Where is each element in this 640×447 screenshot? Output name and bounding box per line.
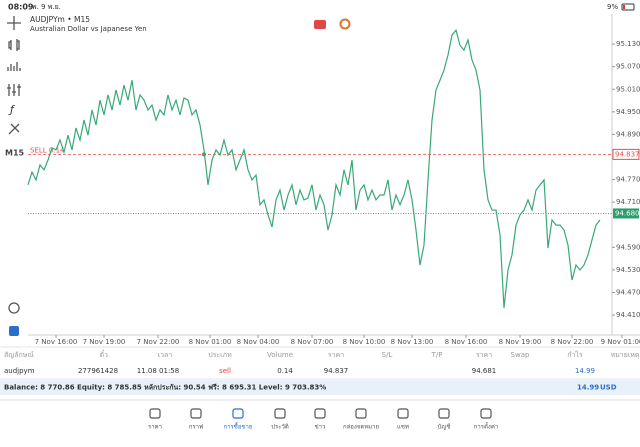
summary-text: Balance: 8 770.86 Equity: 8 785.85 หลักป… — [4, 384, 326, 392]
nav-icon[interactable] — [274, 408, 286, 419]
nav-label[interactable]: ประวัติ — [271, 424, 289, 431]
column-header: สัญลักษณ์ — [4, 351, 34, 359]
function-icon[interactable]: ƒ — [8, 103, 16, 116]
status-battery: 9% — [607, 3, 618, 11]
candles-tool[interactable] — [8, 39, 20, 51]
column-header: เวลา — [158, 351, 173, 359]
left-toolbar: ƒ M15 — [5, 16, 25, 336]
zoom-tool[interactable] — [8, 302, 20, 314]
nav-icon[interactable] — [314, 408, 326, 419]
bid-price: 94.680 — [615, 209, 640, 217]
summary-currency: USD — [600, 384, 617, 392]
x-tick-label: 7 Nov 16:00 — [35, 338, 78, 346]
nav-label[interactable]: ราคา — [148, 424, 162, 431]
nav-label[interactable]: แชท — [397, 424, 409, 431]
x-tick-label: 8 Nov 22:00 — [551, 338, 594, 346]
cell-ticket: 277961428 — [78, 367, 118, 375]
nav-label[interactable]: บัญชี — [438, 423, 451, 431]
nav-label[interactable]: กราฟ — [189, 424, 203, 431]
bars-tool[interactable] — [7, 62, 21, 71]
nav-icon[interactable] — [149, 408, 161, 419]
bid-price-box — [613, 208, 639, 219]
cell-price: 94.837 — [324, 367, 349, 375]
y-tick-label: 95.070 — [616, 63, 640, 71]
order-price: 94.837 — [615, 150, 640, 158]
indicator-icon[interactable] — [339, 18, 351, 30]
column-header: ราคา — [476, 351, 492, 359]
column-header: Swap — [511, 351, 530, 359]
nav-label[interactable]: กล่องจดหมาย — [343, 424, 379, 431]
column-header: ราคา — [328, 351, 344, 359]
price-line — [27, 28, 601, 308]
cell-profit: 14.99 — [575, 367, 595, 375]
x-tick-label: 8 Nov 10:00 — [343, 338, 386, 346]
x-tick-label: 7 Nov 19:00 — [83, 338, 126, 346]
x-tick-label: 7 Nov 22:00 — [137, 338, 180, 346]
column-header: S/L — [382, 351, 393, 359]
cell-type: sell — [219, 367, 231, 375]
nav-icon[interactable] — [480, 408, 492, 419]
y-tick-label: 94.530 — [616, 266, 640, 274]
chart-subtitle: Australian Dollar vs Japanese Yen — [30, 25, 147, 33]
objects-tool[interactable] — [8, 123, 20, 135]
battery-level — [623, 5, 625, 9]
y-tick-label: 94.710 — [616, 198, 640, 206]
nav-icon[interactable] — [397, 408, 409, 419]
order-price-box — [612, 148, 640, 160]
crosshair-tool[interactable] — [7, 16, 21, 30]
x-tick-label: 8 Nov 16:00 — [445, 338, 488, 346]
x-tick-label: 8 Nov 13:00 — [391, 338, 434, 346]
y-tick-label: 95.130 — [616, 40, 640, 48]
column-header: T/P — [431, 351, 443, 359]
battery-icon — [621, 3, 635, 11]
x-tick-label: 8 Nov 04:00 — [237, 338, 280, 346]
nav-label[interactable]: การซื้อขาย — [224, 421, 253, 431]
y-tick-label: 95.010 — [616, 85, 640, 93]
x-tick-label: 8 Nov 19:00 — [499, 338, 542, 346]
summary-profit: 14.99 — [577, 384, 599, 392]
cell-time: 11.08 01:58 — [137, 367, 179, 375]
y-tick-label: 94.890 — [616, 130, 640, 138]
x-tick-label: 8 Nov 01:00 — [189, 338, 232, 346]
column-header: หมายเหตุ — [611, 351, 640, 359]
nav-icon[interactable] — [438, 408, 450, 419]
status-date: พ. 9 พ.ย. — [32, 3, 61, 11]
column-header: ตั๋ว — [100, 350, 109, 359]
nav-icon[interactable] — [232, 408, 244, 419]
order-label: SELL 0.14 — [30, 146, 65, 154]
y-tick-label: 94.590 — [616, 243, 640, 251]
nav-icon[interactable] — [190, 408, 202, 419]
indicators-tool[interactable] — [7, 84, 21, 96]
nav-icon[interactable] — [355, 408, 367, 419]
column-header: กำไร — [567, 350, 583, 359]
cell-current-price: 94.681 — [472, 367, 497, 375]
flag-icon[interactable] — [314, 20, 326, 29]
summary-bar — [0, 380, 640, 395]
chart-title: AUDJPYm • M15 — [30, 15, 90, 24]
nav-label[interactable]: การตั้งค่า — [474, 421, 498, 431]
y-tick-label: 94.470 — [616, 288, 640, 296]
y-tick-label: 94.410 — [616, 311, 640, 319]
timeframe-button[interactable]: M15 — [5, 149, 25, 158]
y-tick-label: 94.770 — [616, 176, 640, 184]
y-tick-label: 94.950 — [616, 108, 640, 116]
x-tick-label: 9 Nov 01:00 — [601, 338, 640, 346]
nav-label[interactable]: ข่าว — [315, 424, 326, 431]
column-header: ประเภท — [208, 351, 232, 359]
status-time: 08:09 — [8, 3, 34, 12]
column-header: Volume — [267, 351, 293, 359]
x-tick-label: 8 Nov 07:00 — [291, 338, 334, 346]
cell-volume: 0.14 — [277, 367, 293, 375]
cell-symbol: audjpym — [4, 367, 35, 375]
trade-button[interactable] — [9, 326, 19, 336]
